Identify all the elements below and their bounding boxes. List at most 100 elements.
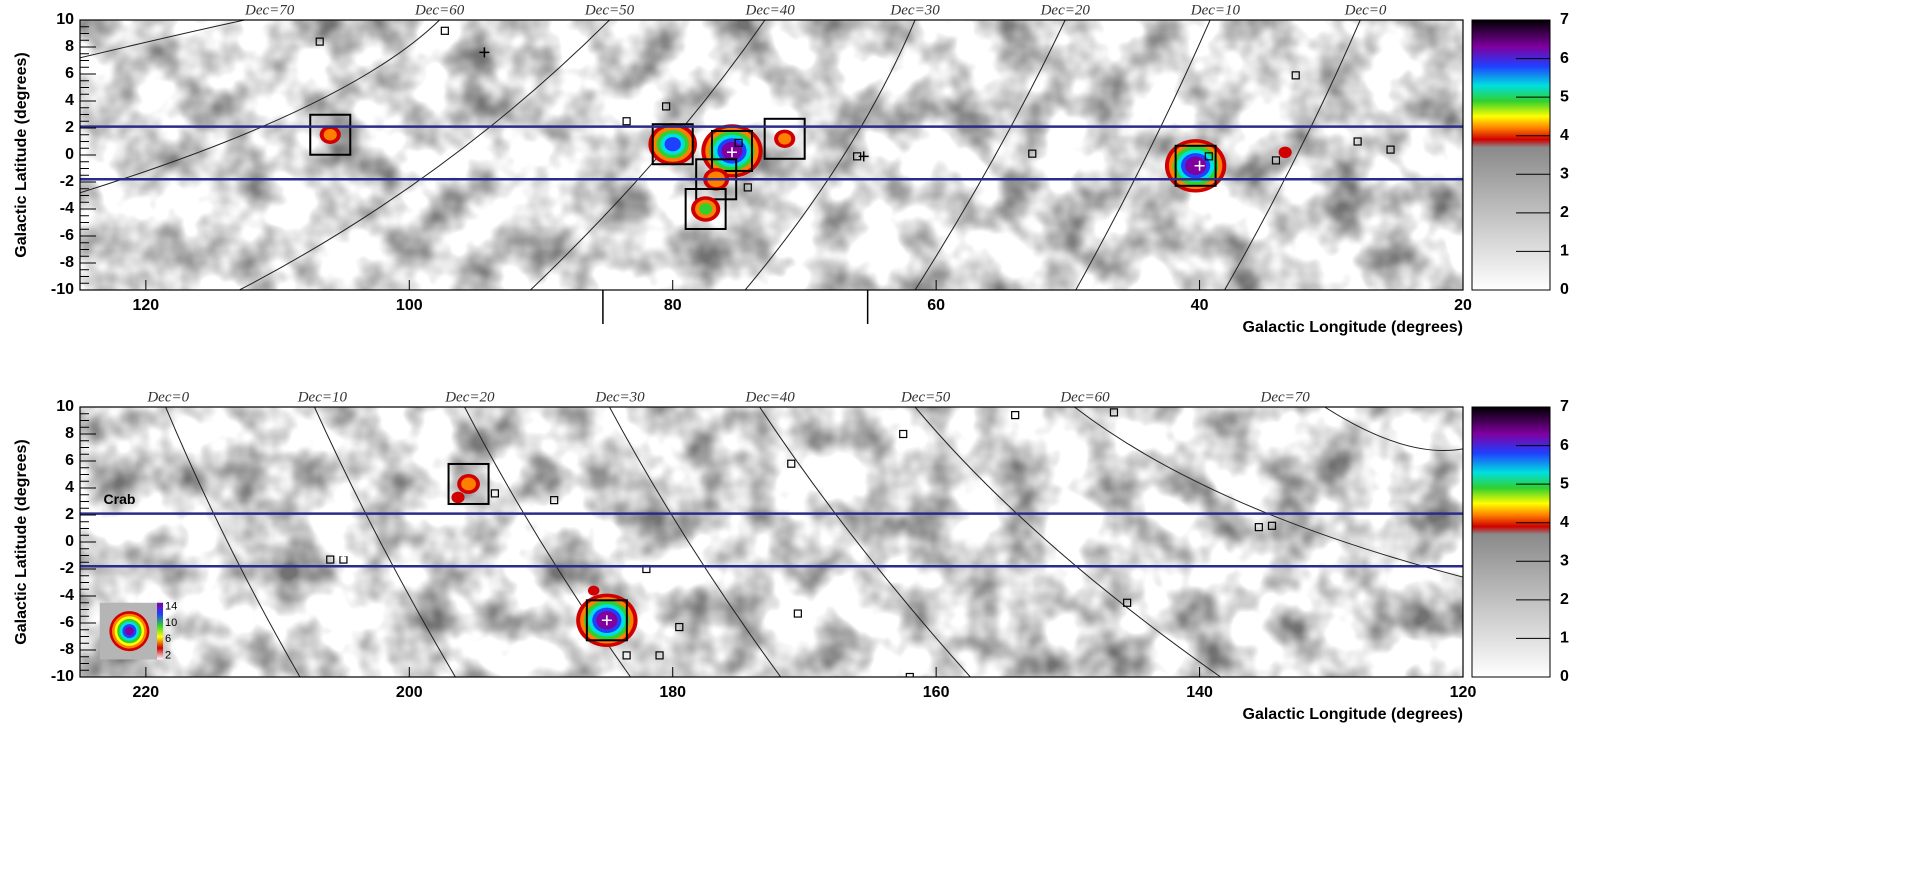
dec-label: Dec=30 <box>889 2 940 18</box>
y-axis-label: Galactic Latitude (degrees) <box>13 52 30 257</box>
x-tick-label: 220 <box>133 684 160 701</box>
dec-label: Dec=60 <box>414 2 465 18</box>
dec-label: Dec=30 <box>594 389 645 405</box>
y-tick-label: 4 <box>65 92 74 109</box>
hot-spot-contour <box>461 478 476 491</box>
dec-label: Dec=10 <box>297 389 348 405</box>
dec-label: Dec=20 <box>444 389 495 405</box>
colorbar-tick-label: 1 <box>1560 243 1569 260</box>
y-tick-label: -6 <box>60 614 74 631</box>
hot-spot-contour <box>324 129 337 140</box>
y-tick-label: 8 <box>65 38 74 55</box>
y-tick-label: 4 <box>65 479 74 496</box>
dec-label: Dec=50 <box>584 2 635 18</box>
hot-spot <box>691 196 720 221</box>
hot-spot-contour <box>778 133 791 144</box>
colorbar-tick-label: 0 <box>1560 668 1569 685</box>
x-tick-label: 120 <box>1450 684 1477 701</box>
x-tick-label: 80 <box>664 297 682 314</box>
hot-spot <box>320 126 341 144</box>
hot-spot-outer <box>1279 147 1292 158</box>
colorbar-tick-label: 2 <box>1560 204 1569 221</box>
y-axis-label: Galactic Latitude (degrees) <box>13 439 30 644</box>
panel: Dec=70 Dec=60 Dec=50 Dec=40 Dec=30 Dec=20 Dec=… <box>13 2 1569 336</box>
y-tick-label: -2 <box>60 173 74 190</box>
hot-spot <box>648 123 697 165</box>
x-tick-label: 60 <box>927 297 945 314</box>
colorbar-tick-label: 3 <box>1560 166 1569 183</box>
y-tick-label: 0 <box>65 146 74 163</box>
colorbar-tick-label: 4 <box>1560 514 1569 531</box>
y-tick-label: -10 <box>51 668 74 685</box>
inset-tick-label: 10 <box>165 617 177 629</box>
page: Dec=70Dec=60Dec=50Dec=40Dec=30Dec=20Dec=… <box>0 0 1915 873</box>
y-tick-label: -8 <box>60 641 74 658</box>
colorbar-tick-label: 6 <box>1560 50 1569 67</box>
hot-spot-outer <box>451 492 464 503</box>
plot-area <box>80 20 1463 290</box>
colorbar-tick-label: 6 <box>1560 437 1569 454</box>
colorbar-tick-label: 0 <box>1560 281 1569 298</box>
panel: Dec=0 Dec=10 Dec=20 Dec=30 Dec=40 Dec=50 Dec=6… <box>13 389 1569 723</box>
colorbar <box>1472 407 1550 677</box>
y-tick-label: 10 <box>56 398 74 415</box>
x-tick-label: 200 <box>396 684 423 701</box>
colorbar-tick-label: 7 <box>1560 11 1569 28</box>
y-tick-label: -4 <box>60 200 74 217</box>
inset-tick-label: 2 <box>165 649 171 661</box>
inset-contour <box>125 627 134 636</box>
x-tick-label: 40 <box>1191 297 1209 314</box>
dec-label: Dec=40 <box>745 2 796 18</box>
hot-spot <box>457 474 480 494</box>
y-tick-label: 10 <box>56 11 74 28</box>
inset-tick-label: 6 <box>165 633 171 645</box>
colorbar-tick-label: 7 <box>1560 398 1569 415</box>
y-tick-label: -6 <box>60 227 74 244</box>
colorbar-tick-label: 1 <box>1560 630 1569 647</box>
hot-spot-contour <box>665 137 681 151</box>
dec-label: Dec=70 <box>1260 389 1311 405</box>
y-tick-label: -10 <box>51 281 74 298</box>
y-tick-label: 8 <box>65 425 74 442</box>
colorbar-tick-label: 5 <box>1560 88 1569 105</box>
colorbar-tick-label: 4 <box>1560 127 1569 144</box>
y-tick-label: -8 <box>60 254 74 271</box>
annotation: Crab <box>104 491 136 507</box>
inset-colorbar <box>157 603 163 660</box>
colorbar <box>1472 20 1550 290</box>
significance-noise <box>80 20 1463 290</box>
dec-label: Dec=60 <box>1059 389 1110 405</box>
dec-label: Dec=70 <box>244 2 295 18</box>
x-tick-label: 160 <box>923 684 950 701</box>
y-tick-label: -2 <box>60 560 74 577</box>
colorbar-tick-label: 3 <box>1560 553 1569 570</box>
plot-area <box>80 407 1463 681</box>
colorbar-tick-label: 2 <box>1560 591 1569 608</box>
x-tick-label: 100 <box>396 297 423 314</box>
hot-spot <box>774 130 795 148</box>
hot-spot-contour <box>699 203 712 214</box>
x-axis-label: Galactic Longitude (degrees) <box>1243 319 1463 336</box>
y-tick-label: -4 <box>60 587 74 604</box>
dec-label: Dec=50 <box>900 389 951 405</box>
inset-tick-label: 14 <box>165 601 177 613</box>
dec-label: Dec=20 <box>1040 2 1091 18</box>
hot-spot <box>451 492 464 503</box>
x-tick-label: 180 <box>659 684 686 701</box>
dec-label: Dec=0 <box>146 389 189 405</box>
y-tick-label: 6 <box>65 65 74 82</box>
dec-label: Dec=40 <box>745 389 796 405</box>
x-tick-label: 120 <box>133 297 160 314</box>
x-axis-label: Galactic Longitude (degrees) <box>1243 706 1463 723</box>
y-tick-label: 0 <box>65 533 74 550</box>
y-tick-label: 2 <box>65 506 74 523</box>
hot-spot <box>588 586 600 596</box>
x-tick-label: 20 <box>1454 297 1472 314</box>
dec-label: Dec=10 <box>1190 2 1241 18</box>
y-tick-label: 6 <box>65 452 74 469</box>
colorbar-tick-label: 5 <box>1560 475 1569 492</box>
significance-noise <box>80 407 1463 677</box>
hot-spot-outer <box>588 586 600 596</box>
hot-spot <box>1279 147 1292 158</box>
figure: Dec=70Dec=60Dec=50Dec=40Dec=30Dec=20Dec=… <box>0 0 1915 873</box>
